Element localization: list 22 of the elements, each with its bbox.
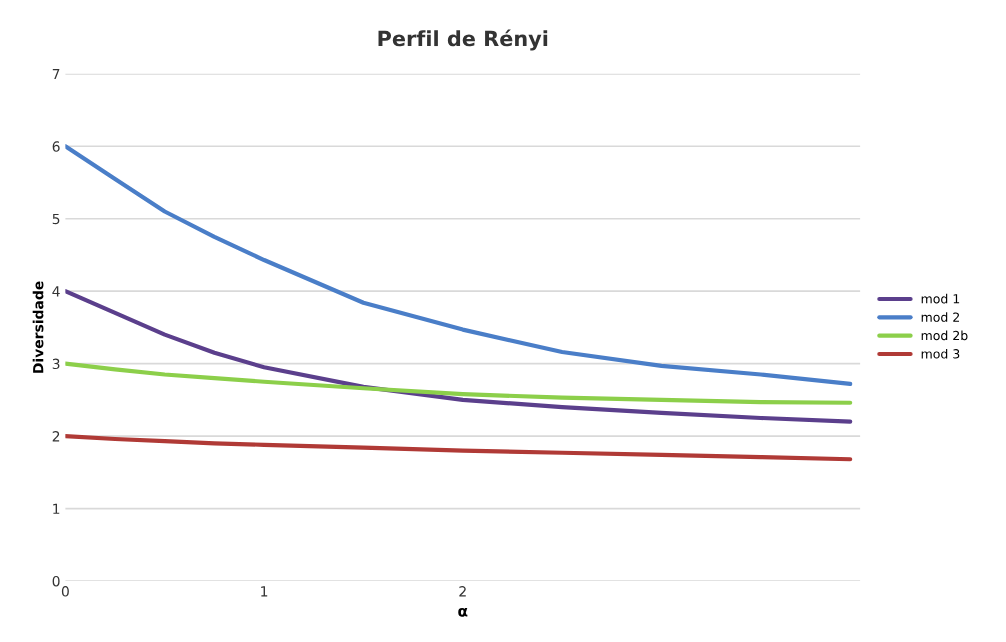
chart-title: Perfil de Rényi [378, 29, 548, 51]
x-tick-label: 2 [459, 586, 466, 597]
y-tick-label: 6 [52, 141, 60, 152]
line-series [65, 144, 853, 387]
x-tick-label: 1 [261, 586, 268, 597]
y-tick-label: 0 [52, 575, 60, 587]
x-tick-label: 0 [61, 586, 69, 597]
y-tick-label: 3 [52, 358, 60, 370]
x-axis-title: α [458, 607, 468, 617]
line-series [65, 289, 853, 424]
y-axis-title: Diversidade [32, 281, 44, 373]
legend-label: mod 1 [921, 293, 960, 304]
line-series [65, 361, 853, 405]
legend-label: mod 2b [921, 330, 968, 341]
legend-label: mod 3 [921, 348, 960, 359]
y-tick-label: 2 [52, 431, 60, 442]
y-tick-label: 5 [52, 213, 60, 225]
line-series [65, 434, 853, 462]
y-tick-label: 4 [52, 286, 60, 297]
y-tick-label: 1 [53, 503, 60, 514]
legend-label: mod 2 [921, 312, 960, 322]
y-tick-label: 7 [52, 68, 60, 80]
